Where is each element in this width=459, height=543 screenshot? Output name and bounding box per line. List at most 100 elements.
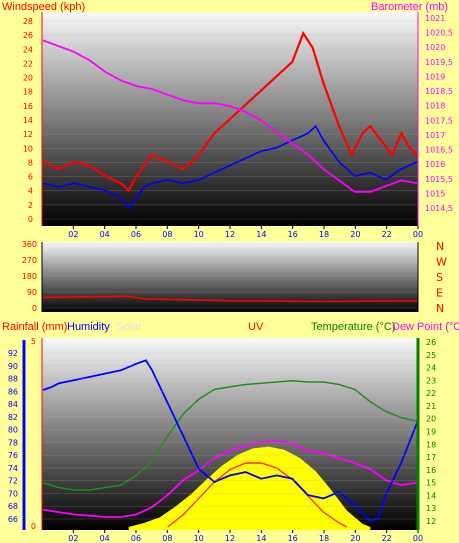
dir-y-tick-label: 180 xyxy=(22,272,37,281)
baro-y-tick-label: 1016,5 xyxy=(425,146,453,155)
temperature-title: Temperature (°C) xyxy=(311,321,396,333)
hum-y-tick-label: 84 xyxy=(8,400,18,409)
baro-y-tick-label: 1018,5 xyxy=(425,87,453,96)
hum-y-tick-label: 86 xyxy=(8,387,18,396)
gust-line xyxy=(42,30,418,193)
wind-x-tick-label: 02 xyxy=(68,230,78,239)
hum-y-tick-label: 78 xyxy=(8,438,18,447)
baro-y-tick-label: 1016 xyxy=(425,160,445,169)
temp-y-tick-label: 14 xyxy=(426,491,436,500)
wind-x-tick-label: 12 xyxy=(225,230,235,239)
rain-tick-label: 5 xyxy=(31,337,36,346)
wind-y-tick-label: 4 xyxy=(28,187,33,196)
wind-y-tick-label: 18 xyxy=(23,88,33,97)
barometer-title: Barometer (mb) xyxy=(371,1,449,13)
dir-y-tick-label: 270 xyxy=(22,256,37,265)
wind-y-tick-label: 2 xyxy=(28,201,33,210)
temp-y-tick-label: 25 xyxy=(426,351,436,360)
dir-y-tick-label: 0 xyxy=(32,304,37,313)
hum-y-tick-label: 68 xyxy=(8,502,18,511)
baro-y-tick-label: 1015 xyxy=(425,189,445,198)
wind-x-tick-label: 08 xyxy=(162,230,172,239)
dir-compass-label: E xyxy=(436,287,443,300)
baro-y-tick-label: 1021 xyxy=(425,14,445,23)
uv-line xyxy=(167,462,348,528)
wind-y-tick-label: 12 xyxy=(23,130,33,139)
hum-y-tick-label: 70 xyxy=(8,489,18,498)
temp-x-tick-label: 18 xyxy=(319,534,329,543)
wind-x-tick-label: 20 xyxy=(350,230,360,239)
dir-compass-label: W xyxy=(436,256,447,269)
wind-x-tick-label: 18 xyxy=(319,230,329,239)
temp-x-tick-label: 20 xyxy=(350,534,360,543)
wind-y-tick-label: 14 xyxy=(23,116,33,125)
baro-y-tick-label: 1017 xyxy=(425,131,445,140)
wind-y-tick-label: 24 xyxy=(23,45,33,54)
wind-y-tick-label: 26 xyxy=(23,31,33,40)
temp-y-tick-label: 18 xyxy=(426,440,436,449)
hum-y-tick-label: 80 xyxy=(8,426,18,435)
temp-y-tick-label: 12 xyxy=(426,517,436,526)
temp-x-tick-label: 00 xyxy=(413,534,423,543)
wind-x-tick-label: 04 xyxy=(100,230,110,239)
temp-y-tick-label: 26 xyxy=(426,338,436,347)
baro-y-tick-label: 1019,5 xyxy=(425,58,453,67)
temp-x-tick-label: 06 xyxy=(131,534,141,543)
temp-y-tick-label: 23 xyxy=(426,376,436,385)
wind-y-tick-label: 6 xyxy=(28,173,33,182)
dewpoint-line xyxy=(42,380,418,491)
dewpoint-title: Dew Point (°C xyxy=(392,321,459,333)
temperature-line xyxy=(42,439,418,518)
temp-x-tick-label: 04 xyxy=(100,534,110,543)
temp-x-tick-label: 02 xyxy=(68,534,78,543)
temp-y-tick-label: 20 xyxy=(426,415,436,424)
hum-y-tick-label: 76 xyxy=(8,451,18,460)
wind-y-tick-label: 20 xyxy=(23,74,33,83)
baro-y-tick-label: 1019 xyxy=(425,72,445,81)
dir-compass-label: N xyxy=(436,240,444,253)
dir-y-tick-label: 360 xyxy=(22,240,37,249)
dir-compass-label: S xyxy=(436,271,443,284)
baro-y-tick-label: 1020,5 xyxy=(425,29,453,38)
baro-y-tick-label: 1017,5 xyxy=(425,116,453,125)
wind-x-tick-label: 06 xyxy=(131,230,141,239)
dir-compass-label: N xyxy=(436,302,444,315)
baro-y-tick-label: 1014,5 xyxy=(425,204,453,213)
hum-y-tick-label: 66 xyxy=(8,515,18,524)
hum-y-tick-label: 74 xyxy=(8,464,18,473)
humidity-title: Humidity xyxy=(67,321,110,333)
wind-y-tick-label: 28 xyxy=(23,17,33,26)
baro-y-tick-label: 1020 xyxy=(425,43,445,52)
temp-y-tick-label: 24 xyxy=(426,364,436,373)
baro-y-tick-label: 1015,5 xyxy=(425,175,453,184)
wind-x-tick-label: 16 xyxy=(288,230,298,239)
temp-x-tick-label: 08 xyxy=(162,534,172,543)
humidity-line xyxy=(42,359,418,523)
barometer-line xyxy=(42,39,418,193)
rainfall-title: Rainfall (mm) xyxy=(2,321,68,333)
temp-y-tick-label: 15 xyxy=(426,479,436,488)
temp-y-tick-label: 22 xyxy=(426,389,436,398)
wind-x-tick-label: 10 xyxy=(194,230,204,239)
wind-x-tick-label: 14 xyxy=(256,230,266,239)
temp-x-tick-label: 16 xyxy=(288,534,298,543)
temp-y-tick-label: 13 xyxy=(426,504,436,513)
wind-x-tick-label: 00 xyxy=(413,230,423,239)
temp-y-tick-label: 16 xyxy=(426,466,436,475)
baro-y-tick-label: 1018 xyxy=(425,102,445,111)
temp-x-tick-label: 22 xyxy=(382,534,392,543)
temp-x-tick-label: 12 xyxy=(225,534,235,543)
temp-y-tick-label: 19 xyxy=(426,428,436,437)
direction-line xyxy=(42,295,418,303)
wind-y-tick-label: 8 xyxy=(28,158,33,167)
temp-x-tick-label: 10 xyxy=(194,534,204,543)
hum-y-tick-label: 72 xyxy=(8,477,18,486)
avgwind-line xyxy=(42,124,418,210)
hum-y-tick-label: 90 xyxy=(8,362,18,371)
solar-title: Solar xyxy=(116,321,142,333)
wind-y-tick-label: 0 xyxy=(28,215,33,224)
wind-y-tick-label: 22 xyxy=(23,59,33,68)
hum-y-tick-label: 88 xyxy=(8,375,18,384)
temp-y-tick-label: 17 xyxy=(426,453,436,462)
